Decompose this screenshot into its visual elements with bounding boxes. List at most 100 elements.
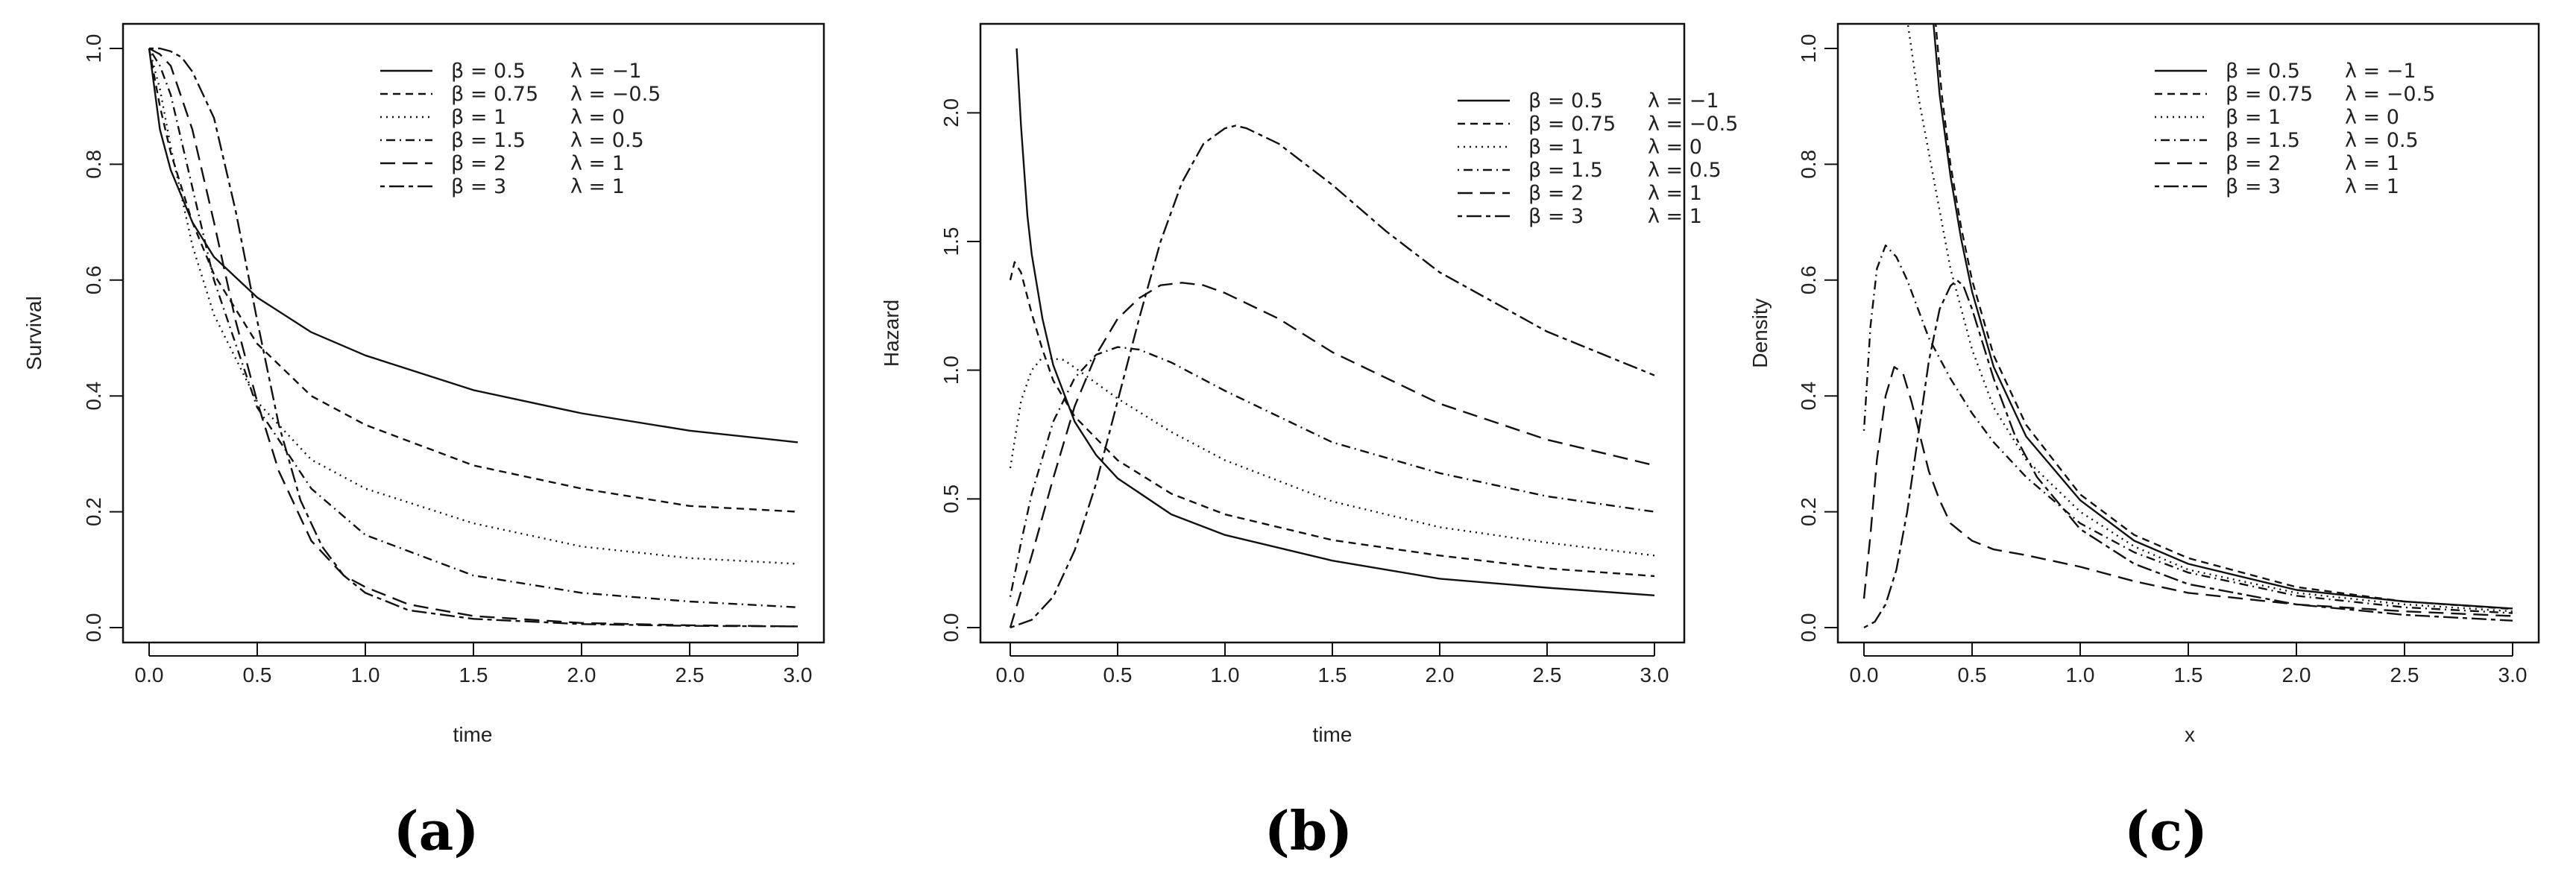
series-line-b-4 <box>1009 346 1655 597</box>
series-line-b-2 <box>1009 261 1655 578</box>
y-tick-label-b: 1.5 <box>939 227 963 256</box>
y-tick-label-c: 0.0 <box>1797 613 1820 643</box>
x-tick-label-b: 0.5 <box>1103 663 1133 686</box>
legend-lambda-a-6: λ = 1 <box>570 175 625 198</box>
y-axis-label-c: Density <box>1748 298 1772 367</box>
x-tick-label-c: 0.0 <box>1850 663 1879 686</box>
x-tick-label-c: 3.0 <box>2498 663 2528 686</box>
legend-beta-b-6: β = 3 <box>1528 205 1584 228</box>
legend-beta-c-4: β = 1.5 <box>2226 129 2300 152</box>
series-line-c-3 <box>1906 24 2513 613</box>
y-axis-label-a: Survival <box>22 296 45 370</box>
legend-lambda-a-4: λ = 0.5 <box>570 129 644 152</box>
legend-lambda-c-6: λ = 1 <box>2345 175 2399 198</box>
legend-beta-b-2: β = 0.75 <box>1528 113 1616 136</box>
y-tick-label-b: 1.0 <box>939 356 963 385</box>
y-tick-label-c: 0.2 <box>1797 497 1820 526</box>
legend-beta-a-6: β = 3 <box>451 175 506 198</box>
legend-lambda-b-2: λ = −0.5 <box>1648 113 1738 136</box>
y-tick-label-c: 0.8 <box>1797 150 1820 179</box>
legend-beta-c-1: β = 0.5 <box>2226 60 2300 83</box>
y-ticks-b: 0.0 0.5 1.0 1.5 2.0 <box>939 98 981 643</box>
panel-label-b: (b) <box>1265 799 1352 862</box>
x-tick-label-b: 3.0 <box>1640 663 1669 686</box>
x-tick-label-a: 2.5 <box>676 663 705 686</box>
x-tick-label-b: 1.5 <box>1318 663 1347 686</box>
x-tick-label-c: 1.0 <box>2066 663 2095 686</box>
series-line-c-1 <box>1933 24 2513 610</box>
y-axis-label-b: Hazard <box>880 300 903 367</box>
x-axis-label-b: time <box>1313 723 1352 746</box>
legend-beta-b-4: β = 1.5 <box>1528 159 1603 182</box>
panel-label-a: (a) <box>394 799 479 862</box>
series-line-c-5 <box>1862 366 2513 617</box>
y-ticks-c: 0.0 0.2 0.4 0.6 0.8 1.0 <box>1797 34 1839 643</box>
series-group-b <box>1009 48 1655 629</box>
x-tick-label-c: 0.5 <box>1958 663 1987 686</box>
x-tick-label-b: 2.0 <box>1426 663 1455 686</box>
legend-lambda-a-2: λ = −0.5 <box>570 83 661 106</box>
x-ticks-c: 0.0 0.5 1.0 1.5 2.0 2.5 3.0 <box>1850 643 2528 686</box>
legend-beta-b-1: β = 0.5 <box>1528 89 1603 113</box>
y-tick-label-a: 0.2 <box>82 497 105 526</box>
legend-lambda-b-6: λ = 1 <box>1648 205 1702 228</box>
series-line-a-5 <box>148 47 799 628</box>
legend-lambda-b-5: λ = 1 <box>1648 182 1702 205</box>
legend-beta-c-6: β = 3 <box>2226 175 2281 198</box>
y-tick-label-b: 0.0 <box>939 613 963 643</box>
legend-beta-a-5: β = 2 <box>451 152 506 175</box>
y-tick-label-c: 1.0 <box>1797 34 1820 63</box>
series-group-a <box>148 47 799 628</box>
x-tick-label-c: 2.0 <box>2282 663 2311 686</box>
legend-beta-b-3: β = 1 <box>1528 136 1584 159</box>
panel-c: 0.0 0.5 1.0 1.5 2.0 2.5 3.0 0.0 0.2 0.4 0.6 0.8 1.0… <box>1748 22 2540 862</box>
y-tick-label-c: 0.6 <box>1797 265 1820 294</box>
legend-lambda-b-4: λ = 0.5 <box>1648 159 1722 182</box>
series-line-a-1 <box>148 48 799 443</box>
panel-a: 0.0 0.5 1.0 1.5 2.0 2.5 3.0 0.0 0.2 0.4 0.6 0.8 1.0… <box>22 22 825 862</box>
x-tick-label-b: 1.0 <box>1211 663 1240 686</box>
legend-beta-a-2: β = 0.75 <box>451 83 538 106</box>
legend-b: β = 0.5 λ = −1 β = 0.75 λ = −0.5 β = 1 λ = 0 β… <box>1458 89 1738 228</box>
legend-beta-c-5: β = 2 <box>2226 152 2281 175</box>
y-ticks-a: 0.0 0.2 0.4 0.6 0.8 1.0 <box>82 34 124 643</box>
legend-lambda-c-1: λ = −1 <box>2345 60 2416 83</box>
legend-beta-c-2: β = 0.75 <box>2226 83 2313 106</box>
y-tick-label-a: 1.0 <box>82 34 105 63</box>
series-line-b-5 <box>1009 282 1655 628</box>
y-tick-label-a: 0.0 <box>82 613 105 643</box>
panel-label-c: (c) <box>2124 799 2208 862</box>
legend-beta-b-5: β = 2 <box>1528 182 1584 205</box>
series-line-a-4 <box>148 48 799 608</box>
x-ticks-b: 0.0 0.5 1.0 1.5 2.0 2.5 3.0 <box>996 643 1669 686</box>
series-line-a-6 <box>149 47 799 628</box>
legend-lambda-c-4: λ = 0.5 <box>2345 129 2419 152</box>
x-tick-label-b: 0.0 <box>996 663 1025 686</box>
legend-lambda-c-3: λ = 0 <box>2345 106 2399 129</box>
x-tick-label-a: 2.0 <box>567 663 596 686</box>
y-tick-label-a: 0.8 <box>82 150 105 179</box>
legend-lambda-b-3: λ = 0 <box>1648 136 1702 159</box>
x-tick-label-a: 0.5 <box>243 663 272 686</box>
x-tick-label-a: 1.5 <box>459 663 488 686</box>
y-tick-label-b: 2.0 <box>939 98 963 127</box>
x-ticks-a: 0.0 0.5 1.0 1.5 2.0 2.5 3.0 <box>135 643 813 686</box>
legend-c: β = 0.5 λ = −1 β = 0.75 λ = −0.5 β = 1 λ = 0 β… <box>2155 60 2435 198</box>
legend-lambda-a-1: λ = −1 <box>570 60 642 83</box>
legend-beta-c-3: β = 1 <box>2226 106 2281 129</box>
series-line-a-2 <box>148 48 799 513</box>
x-tick-label-a: 3.0 <box>784 663 813 686</box>
legend-beta-a-1: β = 0.5 <box>451 60 526 83</box>
y-tick-label-c: 0.4 <box>1797 382 1820 411</box>
legend-a: β = 0.5 λ = −1 β = 0.75 λ = −0.5 β = 1 λ = 0 β… <box>380 60 661 198</box>
series-line-b-1 <box>1015 48 1655 596</box>
series-line-b-3 <box>1009 356 1655 557</box>
legend-lambda-a-3: λ = 0 <box>570 106 625 129</box>
legend-beta-a-3: β = 1 <box>451 106 506 129</box>
x-tick-label-c: 2.5 <box>2390 663 2419 686</box>
y-tick-label-a: 0.4 <box>82 382 105 411</box>
x-axis-label-c: x <box>2185 723 2195 746</box>
legend-lambda-b-1: λ = −1 <box>1648 89 1719 113</box>
x-tick-label-a: 0.0 <box>135 663 164 686</box>
